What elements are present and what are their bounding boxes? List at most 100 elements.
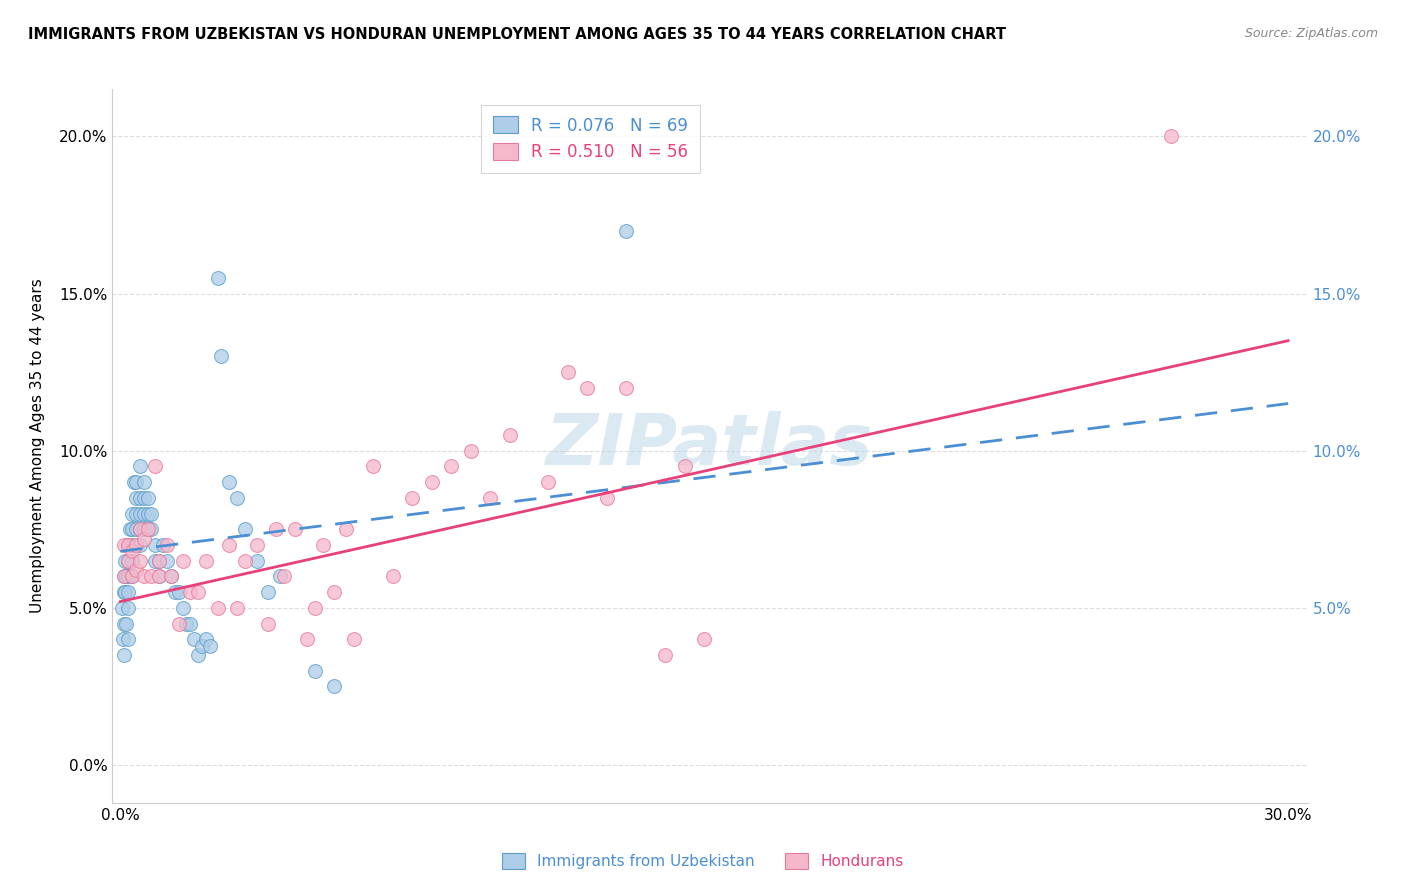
Point: [136, 522, 159, 536]
Point: [179, 616, 201, 631]
Point: [117, 569, 139, 583]
Point: [132, 532, 155, 546]
Point: [115, 616, 138, 631]
Y-axis label: Unemployment Among Ages 35 to 44 years: Unemployment Among Ages 35 to 44 years: [31, 278, 45, 614]
Point: [273, 569, 295, 583]
Point: [112, 585, 135, 599]
Text: IMMIGRANTS FROM UZBEKISTAN VS HONDURAN UNEMPLOYMENT AMONG AGES 35 TO 44 YEARS CO: IMMIGRANTS FROM UZBEKISTAN VS HONDURAN U…: [28, 27, 1007, 42]
Point: [148, 569, 170, 583]
Point: [121, 569, 143, 583]
Point: [257, 616, 280, 631]
Point: [156, 554, 179, 568]
Point: [112, 538, 135, 552]
Point: [312, 538, 335, 552]
Point: [143, 554, 166, 568]
Legend: Immigrants from Uzbekistan, Hondurans: Immigrants from Uzbekistan, Hondurans: [496, 847, 910, 875]
Point: [121, 507, 143, 521]
Point: [111, 600, 134, 615]
Point: [117, 585, 139, 599]
Point: [363, 459, 385, 474]
Point: [479, 491, 502, 505]
Point: [114, 585, 136, 599]
Point: [179, 585, 201, 599]
Point: [112, 616, 135, 631]
Text: ZIPatlas: ZIPatlas: [547, 411, 873, 481]
Legend: R = 0.076   N = 69, R = 0.510   N = 56: R = 0.076 N = 69, R = 0.510 N = 56: [481, 104, 700, 173]
Point: [187, 585, 209, 599]
Point: [167, 616, 190, 631]
Point: [143, 459, 166, 474]
Point: [576, 381, 599, 395]
Point: [121, 544, 143, 558]
Point: [191, 639, 214, 653]
Point: [112, 648, 135, 662]
Point: [245, 538, 267, 552]
Point: [136, 507, 159, 521]
Point: [693, 632, 716, 647]
Point: [295, 632, 318, 647]
Point: [125, 563, 148, 577]
Point: [117, 632, 139, 647]
Point: [112, 569, 135, 583]
Point: [121, 554, 143, 568]
Point: [117, 538, 139, 552]
Point: [112, 569, 135, 583]
Point: [132, 475, 155, 490]
Point: [198, 639, 221, 653]
Point: [125, 507, 148, 521]
Point: [172, 600, 194, 615]
Point: [167, 585, 190, 599]
Point: [226, 491, 249, 505]
Point: [117, 538, 139, 552]
Point: [654, 648, 676, 662]
Point: [121, 569, 143, 583]
Point: [401, 491, 423, 505]
Point: [132, 522, 155, 536]
Point: [160, 569, 183, 583]
Point: [381, 569, 404, 583]
Point: [128, 522, 150, 536]
Point: [136, 491, 159, 505]
Point: [557, 365, 579, 379]
Point: [257, 585, 280, 599]
Point: [343, 632, 366, 647]
Point: [264, 522, 287, 536]
Point: [128, 554, 150, 568]
Point: [1160, 129, 1182, 144]
Point: [117, 554, 139, 568]
Point: [226, 600, 249, 615]
Point: [128, 459, 150, 474]
Point: [187, 648, 209, 662]
Point: [460, 443, 482, 458]
Point: [420, 475, 443, 490]
Point: [141, 569, 163, 583]
Point: [614, 381, 637, 395]
Point: [172, 554, 194, 568]
Point: [115, 569, 138, 583]
Point: [132, 491, 155, 505]
Point: [117, 600, 139, 615]
Point: [125, 538, 148, 552]
Point: [194, 632, 217, 647]
Point: [207, 600, 229, 615]
Point: [284, 522, 307, 536]
Point: [218, 475, 240, 490]
Point: [141, 507, 163, 521]
Point: [136, 522, 159, 536]
Point: [148, 569, 170, 583]
Point: [537, 475, 560, 490]
Point: [211, 350, 233, 364]
Point: [176, 616, 198, 631]
Point: [304, 664, 326, 678]
Point: [335, 522, 357, 536]
Point: [112, 632, 135, 647]
Point: [132, 507, 155, 521]
Point: [118, 522, 141, 536]
Point: [121, 538, 143, 552]
Point: [117, 554, 139, 568]
Point: [163, 585, 186, 599]
Point: [122, 475, 145, 490]
Point: [440, 459, 463, 474]
Point: [114, 554, 136, 568]
Point: [269, 569, 291, 583]
